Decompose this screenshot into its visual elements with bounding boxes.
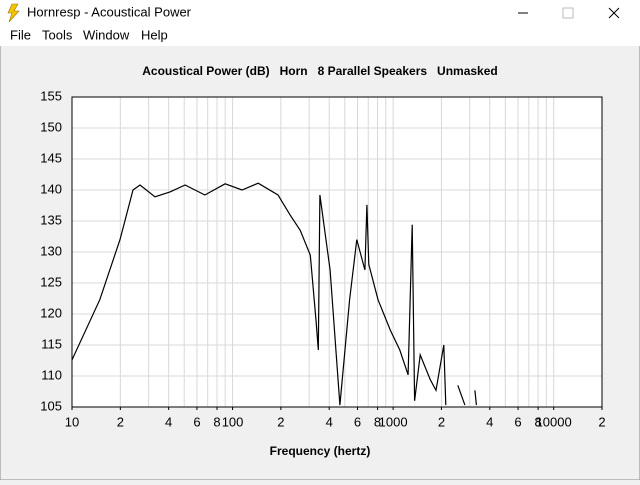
- window-title: Hornresp - Acoustical Power: [27, 4, 192, 19]
- menu-item[interactable]: Help: [141, 27, 168, 42]
- maximize-button[interactable]: [562, 7, 574, 19]
- x-axis-label: Frequency (hertz): [270, 444, 371, 458]
- y-tick-label: 105: [40, 398, 62, 413]
- x-tick-label: 6: [354, 414, 361, 429]
- x-tick-label: 4: [326, 414, 333, 429]
- y-tick-label: 120: [40, 305, 62, 320]
- menu-item[interactable]: Window: [83, 27, 130, 42]
- close-button[interactable]: [608, 7, 620, 19]
- x-tick-label: 6: [514, 414, 521, 429]
- x-tick-label: 8: [534, 414, 541, 429]
- x-tick-label: 1000: [379, 414, 408, 429]
- y-tick-label: 115: [41, 336, 62, 351]
- x-tick-label: 8: [213, 414, 220, 429]
- y-tick-label: 130: [40, 243, 62, 258]
- x-tick-label: 4: [486, 414, 493, 429]
- x-tick-label: 10: [65, 414, 79, 429]
- x-tick-label: 2: [117, 414, 124, 429]
- y-tick-label: 155: [40, 88, 62, 103]
- x-tick-label: 100: [222, 414, 244, 429]
- app-icon: [7, 3, 20, 23]
- y-tick-label: 135: [40, 212, 62, 227]
- menu-bar: [0, 25, 640, 46]
- x-tick-label: 2: [438, 414, 445, 429]
- y-tick-label: 125: [40, 274, 62, 289]
- x-tick-label: 10000: [536, 414, 572, 429]
- y-tick-label: 110: [41, 367, 62, 382]
- x-tick-label: 6: [193, 414, 200, 429]
- plot-border: [71, 96, 603, 408]
- chart-title: Acoustical Power (dB) Horn 8 Parallel Sp…: [142, 64, 497, 78]
- x-tick-label: 8: [374, 414, 381, 429]
- y-tick-label: 150: [40, 119, 62, 134]
- menu-item[interactable]: File: [10, 27, 31, 42]
- menu-item[interactable]: Tools: [42, 27, 73, 42]
- y-tick-label: 145: [40, 150, 62, 165]
- y-tick-label: 140: [40, 181, 62, 196]
- x-tick-label: 2: [277, 414, 284, 429]
- x-tick-label: 2: [598, 414, 605, 429]
- title-bar: [0, 0, 640, 25]
- x-tick-label: 4: [165, 414, 172, 429]
